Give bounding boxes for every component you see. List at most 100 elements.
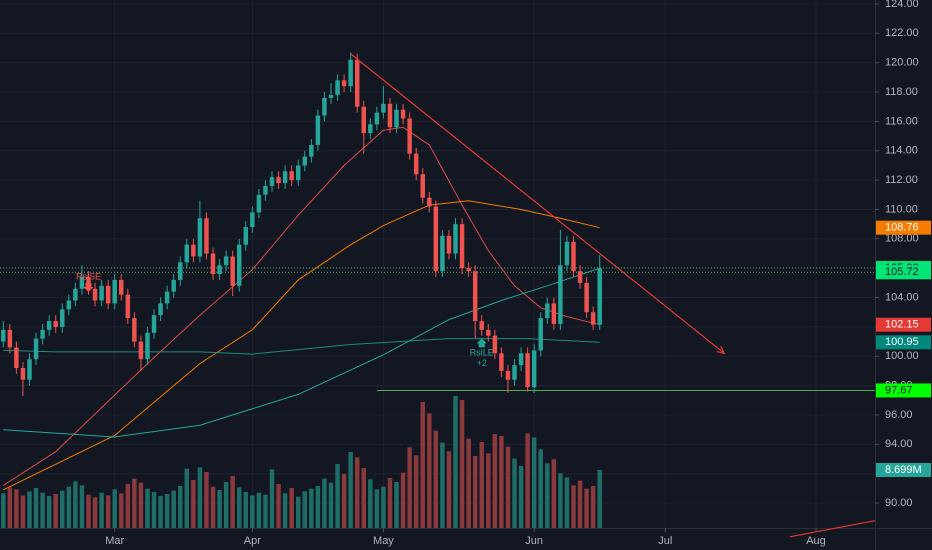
candle-body: [1, 329, 6, 342]
candle-body: [217, 265, 222, 275]
volume-bar: [289, 488, 294, 528]
price-label-box: [876, 317, 931, 332]
y-tick-label: 104.00: [885, 291, 919, 303]
volume-bar: [400, 472, 406, 528]
candle-body: [597, 268, 602, 325]
candle-body: [413, 153, 419, 175]
volume-bar: [125, 484, 131, 528]
volume-bar: [14, 489, 19, 528]
candle-body: [256, 194, 262, 213]
volume-bar: [361, 468, 366, 528]
volume-bar: [453, 396, 458, 528]
volume-bar: [145, 488, 150, 528]
candle-body: [14, 347, 19, 368]
volume-bar: [492, 434, 498, 528]
price-label: 108.76: [885, 222, 919, 234]
volume-bar: [40, 492, 45, 528]
volume-bar: [374, 489, 380, 528]
volume-bar: [263, 494, 268, 528]
candle-body: [453, 224, 458, 254]
candle-body: [545, 303, 550, 319]
y-tick-label: 124.00: [885, 0, 919, 10]
candle-body: [40, 329, 45, 339]
trend-line: [350, 53, 725, 354]
candle-body: [27, 359, 32, 380]
volume-bar: [479, 442, 484, 528]
candle-body: [466, 268, 471, 272]
candle-body: [446, 235, 452, 254]
candle-body: [341, 80, 347, 87]
volume-bar: [499, 436, 504, 528]
candle-body: [171, 279, 176, 292]
y-tick-label: 118.00: [885, 86, 918, 98]
volume-bar: [525, 433, 530, 528]
candle-body: [348, 59, 353, 87]
candle-body: [577, 271, 583, 283]
candle-body: [407, 118, 412, 154]
candle-body: [322, 97, 327, 116]
candle-body: [20, 368, 26, 380]
price-label: 105.72: [885, 266, 919, 278]
volume-bar: [223, 482, 229, 528]
volume-bar: [486, 453, 491, 528]
volume-bar: [309, 488, 314, 528]
candle-body: [33, 338, 39, 360]
volume-bar: [302, 491, 308, 528]
volume-bar: [440, 442, 445, 528]
volume-bar: [210, 486, 216, 528]
candle-body: [151, 315, 157, 333]
volume-bar: [53, 494, 58, 528]
volume-bar: [269, 469, 275, 528]
candle-body: [361, 106, 366, 134]
volume-bar: [577, 480, 583, 528]
candle-body: [204, 218, 209, 254]
candle-body: [335, 80, 340, 95]
candle-body: [53, 321, 58, 327]
volume-bar: [256, 492, 262, 528]
x-tick-label: Aug: [806, 535, 826, 547]
volume-bar: [138, 482, 144, 528]
volume-bar: [512, 458, 517, 528]
candle-body: [525, 353, 530, 388]
volume-bar: [243, 492, 249, 528]
price-label-box: [876, 335, 931, 350]
candle-body: [282, 171, 288, 184]
candle-body: [309, 144, 314, 157]
volume-bar: [73, 481, 78, 528]
volume-bar: [92, 497, 98, 528]
moving-average: [3, 267, 600, 438]
candle-body: [125, 294, 131, 319]
volume-bar: [387, 478, 393, 528]
volume-bar: [86, 494, 91, 528]
volume-bar: [79, 485, 85, 528]
y-tick-label: 94.00: [885, 438, 913, 450]
candle-body: [289, 171, 294, 181]
candle-body: [558, 265, 563, 324]
price-label: 97.67: [885, 384, 913, 396]
candle-body: [269, 177, 275, 186]
volume-bar: [7, 487, 13, 528]
price-label-box: [876, 383, 931, 398]
price-label-box: [876, 220, 931, 235]
volume-bar: [564, 477, 570, 528]
candle-body: [66, 300, 72, 310]
candle-body: [433, 206, 439, 272]
candle-body: [420, 174, 425, 198]
strategy-arrow: [83, 282, 94, 292]
price-label-box: [876, 265, 931, 280]
candle-body: [184, 244, 190, 263]
volume-bar: [237, 487, 242, 528]
strategy-arrow: [476, 338, 487, 348]
y-tick-label: 120.00: [885, 57, 919, 69]
volume-bar: [571, 485, 576, 528]
volume-bar: [545, 463, 550, 528]
candle-body: [368, 124, 373, 134]
candle-body: [394, 109, 399, 128]
volume-bar: [531, 437, 537, 528]
candle-body: [472, 271, 478, 322]
candle-body: [295, 165, 301, 181]
strategy-label: +2: [477, 358, 487, 368]
candle-body: [538, 318, 543, 351]
candle-body: [92, 288, 98, 301]
candle-body: [158, 303, 163, 316]
